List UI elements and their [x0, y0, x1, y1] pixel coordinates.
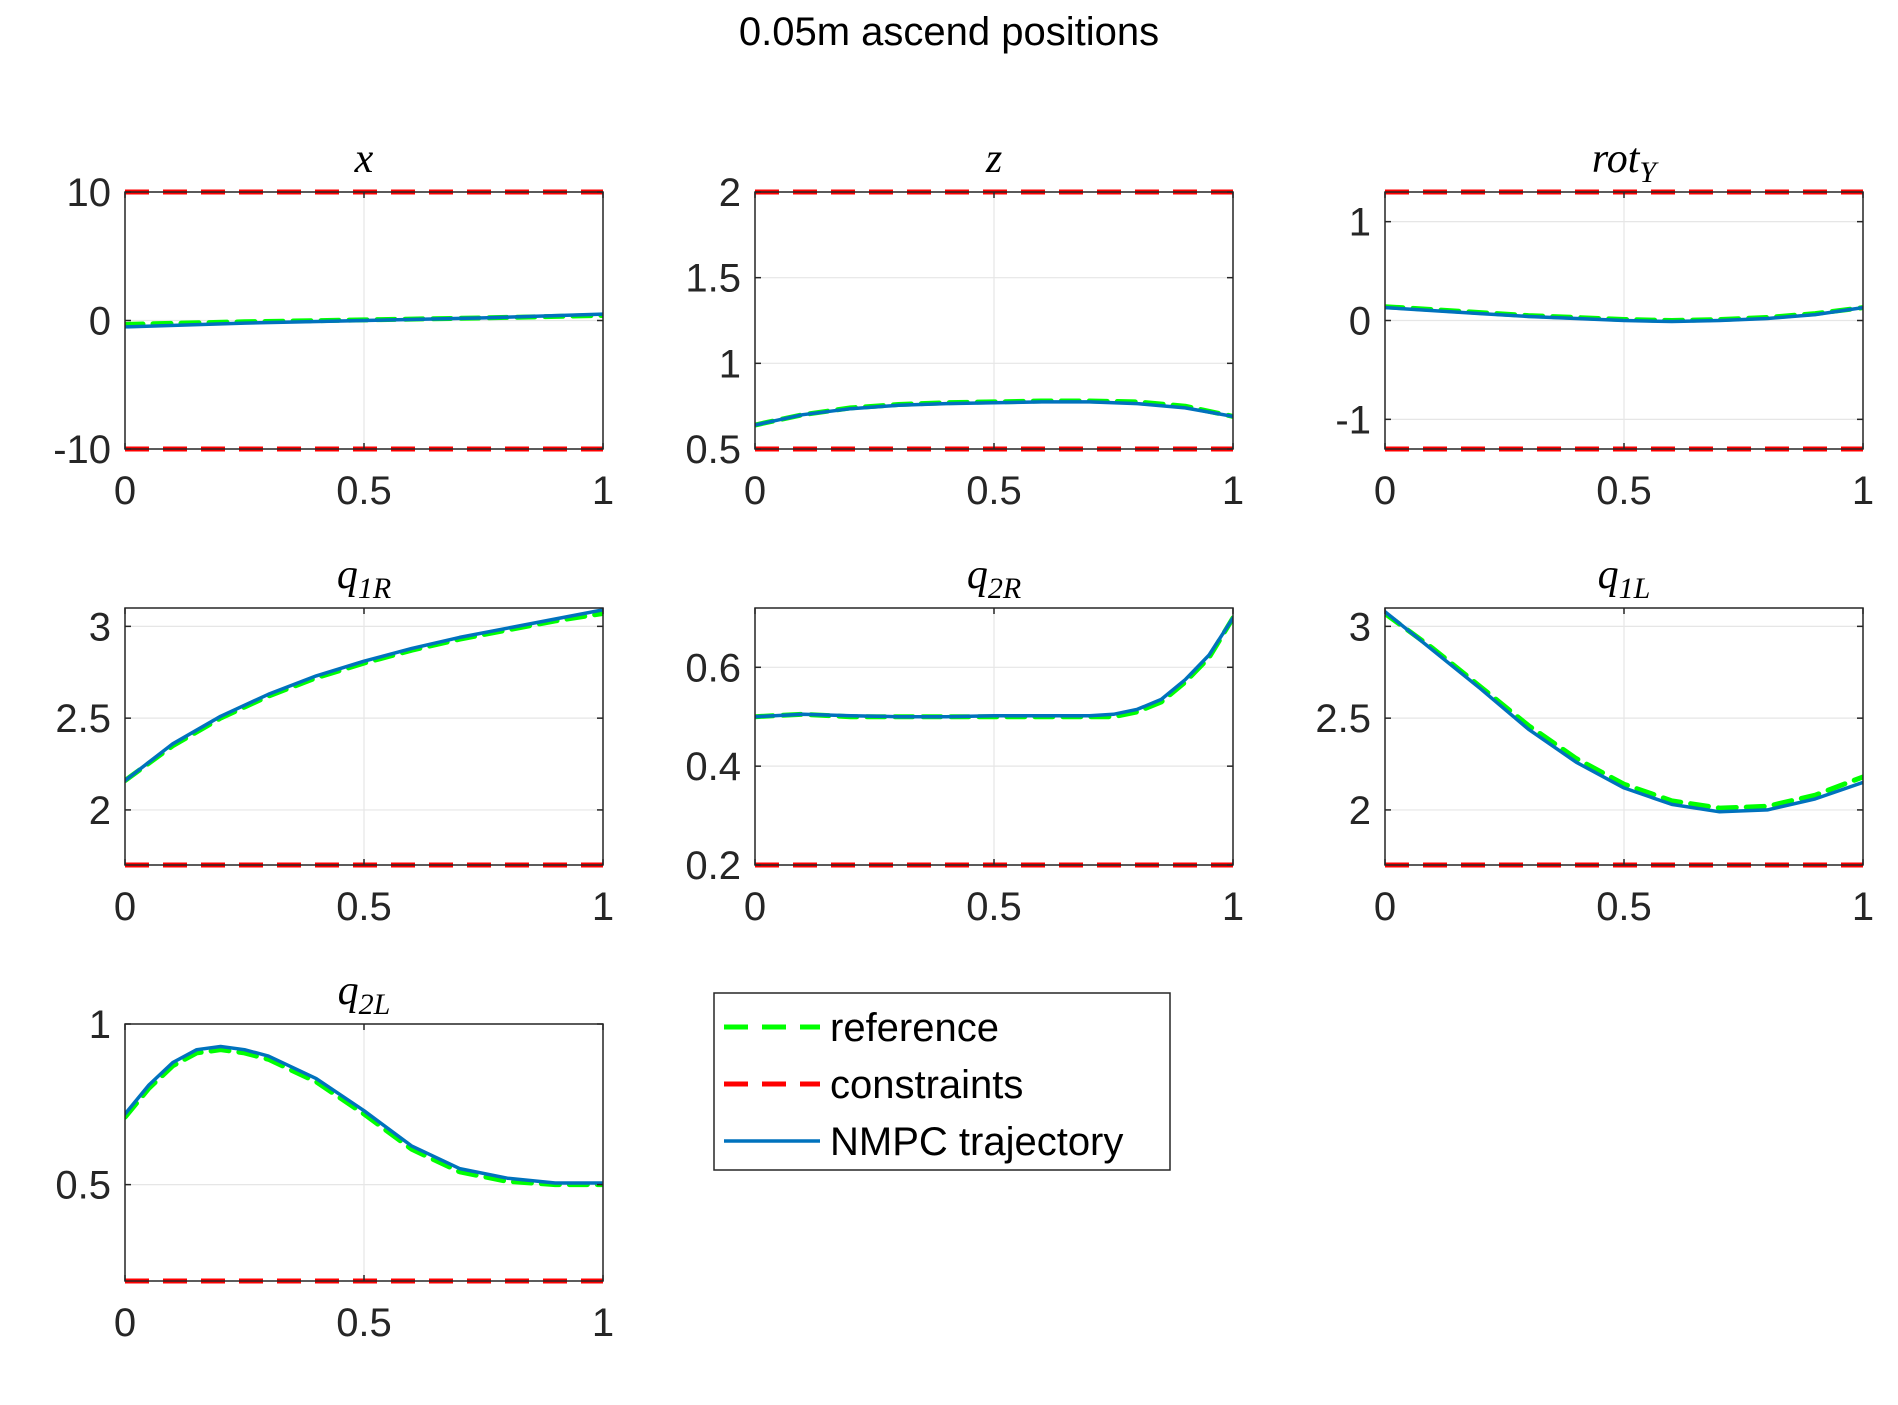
subplot-title-base: q	[967, 552, 988, 598]
y-tick-label: 2.5	[1315, 697, 1371, 741]
y-tick-label: 1	[719, 342, 741, 386]
subplot-title-subscript: 1R	[358, 572, 391, 605]
x-tick-label: 0	[744, 469, 766, 513]
subplot-title: q1L	[1598, 552, 1651, 605]
x-tick-label: 0.5	[336, 1301, 392, 1345]
subplot-title: q2R	[967, 552, 1021, 605]
subplot-q2L: 0 0.5 1 0.5 1 q2L	[55, 968, 614, 1345]
x-tick-label: 0	[114, 1301, 136, 1345]
y-tick-label: 0	[89, 300, 111, 344]
y-tick-label: -1	[1335, 398, 1371, 442]
legend-item: reference	[724, 1006, 999, 1050]
nmpc-trajectory-line	[125, 608, 603, 783]
x-tick-label: 0.5	[966, 469, 1022, 513]
subplot-title-subscript: Y	[1639, 156, 1659, 189]
subplot-title-base: q	[338, 968, 359, 1014]
x-tick-label: 0	[1374, 885, 1396, 929]
y-tick-label: 0.6	[685, 646, 741, 690]
x-tick-label: 0	[744, 885, 766, 929]
nmpc-trajectory-line	[755, 616, 1233, 719]
x-tick-label: 1	[1852, 469, 1874, 513]
figure-title: 0.05m ascend positions	[739, 10, 1159, 54]
x-tick-label: 0.5	[1596, 469, 1652, 513]
nmpc-trajectory-line	[125, 312, 603, 329]
subplot-title-subscript: 2R	[988, 572, 1021, 605]
y-tick-label: 1	[89, 1003, 111, 1047]
y-tick-label: -10	[53, 428, 111, 472]
y-tick-label: 3	[1349, 605, 1371, 649]
x-tick-label: 1	[592, 885, 614, 929]
subplot-q1L: 0 0.5 1 2 2.5 3 q1L	[1315, 552, 1874, 929]
y-tick-label: 2	[719, 171, 741, 215]
x-tick-label: 0.5	[336, 885, 392, 929]
subplot-title-base: q	[1598, 552, 1619, 598]
subplot-title-base: z	[985, 136, 1002, 182]
legend-item: NMPC trajectory	[724, 1120, 1123, 1164]
nmpc-trajectory-line	[755, 400, 1233, 427]
x-tick-label: 0	[114, 885, 136, 929]
y-tick-label: 2	[1349, 789, 1371, 833]
y-tick-label: 2.5	[55, 697, 111, 741]
legend-label: reference	[830, 1006, 999, 1050]
x-tick-label: 0.5	[1596, 885, 1652, 929]
x-tick-label: 1	[592, 469, 614, 513]
y-tick-label: 10	[67, 171, 112, 215]
subplot-title-base: q	[337, 552, 358, 598]
subplot-q1R: 0 0.5 1 2 2.5 3 q1R	[55, 552, 614, 929]
x-tick-label: 1	[1222, 885, 1244, 929]
x-tick-label: 0	[114, 469, 136, 513]
subplot-title-subscript: 2L	[359, 988, 391, 1021]
subplot-q2R: 0 0.5 1 0.2 0.4 0.6 q2R	[685, 552, 1244, 929]
reference-line	[125, 1047, 603, 1188]
y-tick-label: 0.2	[685, 844, 741, 888]
legend-label: NMPC trajectory	[830, 1120, 1123, 1164]
x-tick-label: 1	[1852, 885, 1874, 929]
subplot-title-subscript: 1L	[1619, 572, 1651, 605]
x-tick-label: 1	[592, 1301, 614, 1345]
nmpc-trajectory-line	[125, 1044, 603, 1185]
subplot-title-base: rot	[1592, 136, 1641, 182]
subplot-title: z	[985, 136, 1002, 182]
y-tick-label: 3	[89, 605, 111, 649]
subplot-z: 0 0.5 10.511.52z	[685, 136, 1244, 513]
y-tick-label: 1.5	[685, 257, 741, 301]
subplot-title: rotY	[1592, 136, 1659, 189]
subplot-title: q1R	[337, 552, 391, 605]
legend-item: constraints	[724, 1063, 1023, 1107]
y-tick-label: 1	[1349, 201, 1371, 245]
y-tick-label: 2	[89, 789, 111, 833]
subplot-title: q2L	[338, 968, 391, 1021]
x-tick-label: 0.5	[336, 469, 392, 513]
subplot-title: x	[354, 136, 374, 182]
y-tick-label: 0.4	[685, 745, 741, 789]
x-tick-label: 0	[1374, 469, 1396, 513]
legend: reference constraints NMPC trajectory	[713, 992, 1171, 1171]
x-tick-label: 0.5	[966, 885, 1022, 929]
y-tick-label: 0	[1349, 300, 1371, 344]
nmpc-trajectory-line	[1385, 305, 1863, 324]
subplot-title-base: x	[354, 136, 374, 182]
y-tick-label: 0.5	[685, 428, 741, 472]
legend-label: constraints	[830, 1063, 1023, 1107]
nmpc-trajectory-line	[1385, 609, 1863, 814]
y-tick-label: 0.5	[55, 1164, 111, 1208]
x-tick-label: 1	[1222, 469, 1244, 513]
